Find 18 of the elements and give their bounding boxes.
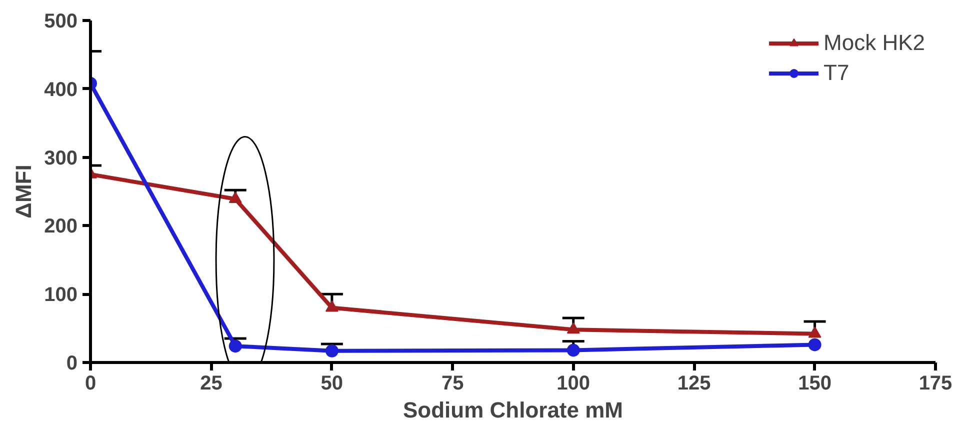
x-tick-label: 0: [84, 372, 96, 394]
y-tick-label: 200: [44, 216, 78, 238]
x-tick-label: 75: [442, 372, 464, 394]
x-tick-label: 100: [556, 372, 590, 394]
legend-label: Mock HK2: [824, 30, 925, 56]
x-tick-label: 25: [200, 372, 222, 394]
x-axis-title: Sodium Chlorate mM: [402, 398, 624, 422]
y-tick-label: 400: [44, 78, 78, 101]
y-axis-title: ΔMFI: [11, 164, 36, 218]
x-tick-label: 50: [320, 372, 344, 394]
y-tick-label: 500: [44, 10, 78, 32]
y-tick-label: 100: [44, 284, 78, 306]
x-tick-label: 125: [677, 372, 711, 394]
y-tick-label: 300: [44, 147, 78, 170]
legend-label: T7: [824, 60, 850, 86]
y-tick-label: 0: [66, 352, 78, 374]
x-tick-label: 175: [918, 372, 952, 394]
x-tick-label: 150: [798, 372, 832, 394]
